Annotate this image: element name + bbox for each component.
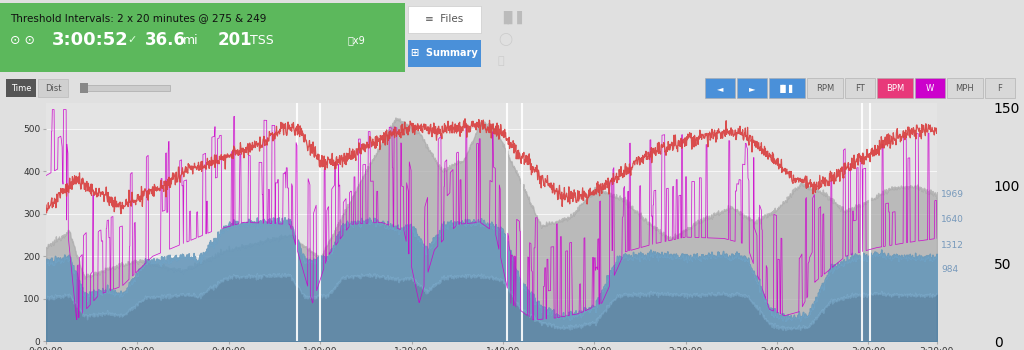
Bar: [80, 83, 88, 93]
Text: BPM: BPM: [886, 84, 904, 93]
Bar: [408, 40, 481, 67]
Text: ◯: ◯: [498, 33, 512, 46]
Bar: [947, 78, 983, 98]
Bar: [0, 3, 406, 72]
Text: TSS: TSS: [250, 34, 273, 47]
Text: ►: ►: [749, 84, 756, 93]
Text: ▐▌▌: ▐▌▌: [498, 10, 527, 24]
Text: FT: FT: [855, 84, 865, 93]
Bar: [877, 78, 913, 98]
Bar: [80, 85, 170, 91]
Text: RPM: RPM: [816, 84, 835, 93]
Bar: [915, 78, 945, 98]
Text: mi: mi: [183, 34, 199, 47]
Bar: [845, 78, 874, 98]
Text: Threshold Intervals: 2 x 20 minutes @ 275 & 249: Threshold Intervals: 2 x 20 minutes @ 27…: [10, 13, 266, 23]
Text: MPH: MPH: [955, 84, 975, 93]
Bar: [807, 78, 843, 98]
Text: ⊞  Summary: ⊞ Summary: [411, 48, 477, 58]
Text: 🏋x9: 🏋x9: [348, 35, 366, 45]
Text: 3:00:52: 3:00:52: [52, 31, 129, 49]
Text: 36.6: 36.6: [145, 31, 186, 49]
Text: ◄: ◄: [717, 84, 723, 93]
Bar: [6, 79, 36, 97]
Text: 📈: 📈: [498, 56, 505, 66]
Text: ▐▌▌: ▐▌▌: [777, 84, 797, 93]
Bar: [408, 6, 481, 33]
Text: ✓: ✓: [127, 35, 136, 45]
Bar: [38, 79, 68, 97]
Bar: [737, 78, 767, 98]
Text: 201: 201: [218, 31, 253, 49]
Text: ≡  Files: ≡ Files: [425, 14, 463, 24]
Bar: [705, 78, 735, 98]
Bar: [769, 78, 805, 98]
Bar: [985, 78, 1015, 98]
Text: W: W: [926, 84, 934, 93]
Text: Time: Time: [10, 84, 32, 93]
Text: ⊙ ⊙: ⊙ ⊙: [10, 34, 35, 47]
Text: F: F: [997, 84, 1002, 93]
Text: Dist: Dist: [45, 84, 61, 93]
